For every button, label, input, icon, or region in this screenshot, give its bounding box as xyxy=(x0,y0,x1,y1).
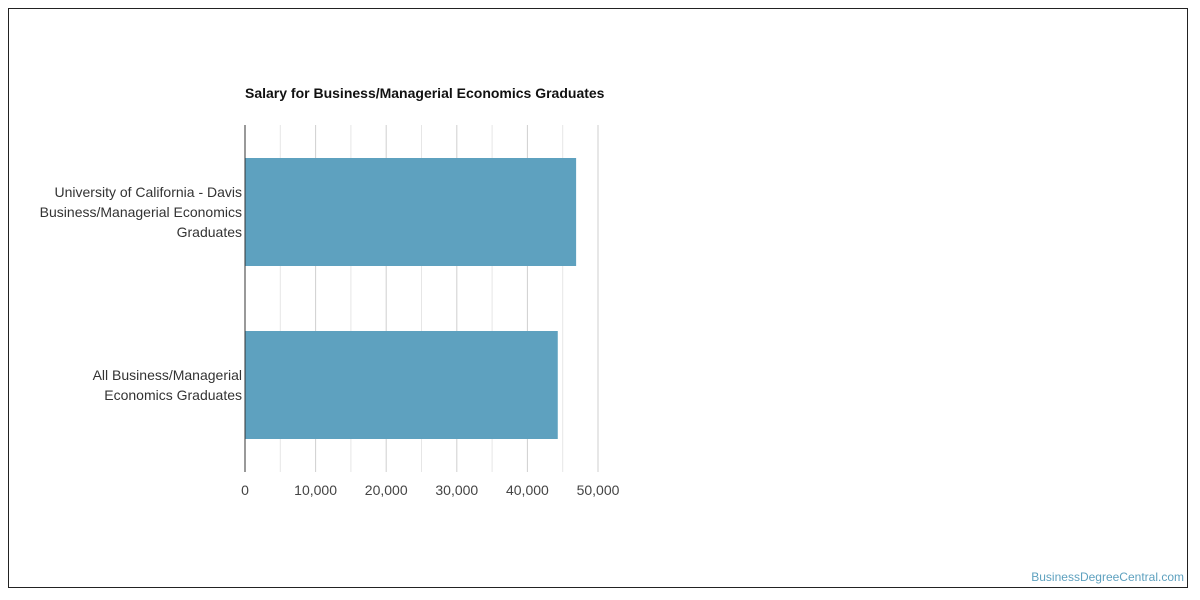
category-label-line: All Business/Managerial xyxy=(93,367,242,383)
chart-frame xyxy=(8,8,1188,588)
category-label-line: Business/Managerial Economics xyxy=(40,204,242,220)
x-tick-label: 10,000 xyxy=(294,482,337,498)
bar-0 xyxy=(245,158,577,266)
category-label-1: All Business/Managerial Economics Graduat… xyxy=(93,367,242,403)
x-tick-label: 50,000 xyxy=(577,482,620,498)
x-tick-label: 40,000 xyxy=(506,482,549,498)
category-label-0: University of California - Davis Business… xyxy=(40,184,242,240)
x-tick-label: 0 xyxy=(241,482,249,498)
category-label-line: Economics Graduates xyxy=(104,387,242,403)
chart-title: Salary for Business/Managerial Economics… xyxy=(245,85,605,101)
category-label-line: Graduates xyxy=(177,224,242,240)
bar-1 xyxy=(245,331,558,439)
category-label-line: University of California - Davis xyxy=(55,184,243,200)
x-tick-label: 20,000 xyxy=(365,482,408,498)
x-tick-label: 30,000 xyxy=(435,482,478,498)
watermark-link[interactable]: BusinessDegreeCentral.com xyxy=(1031,570,1184,584)
